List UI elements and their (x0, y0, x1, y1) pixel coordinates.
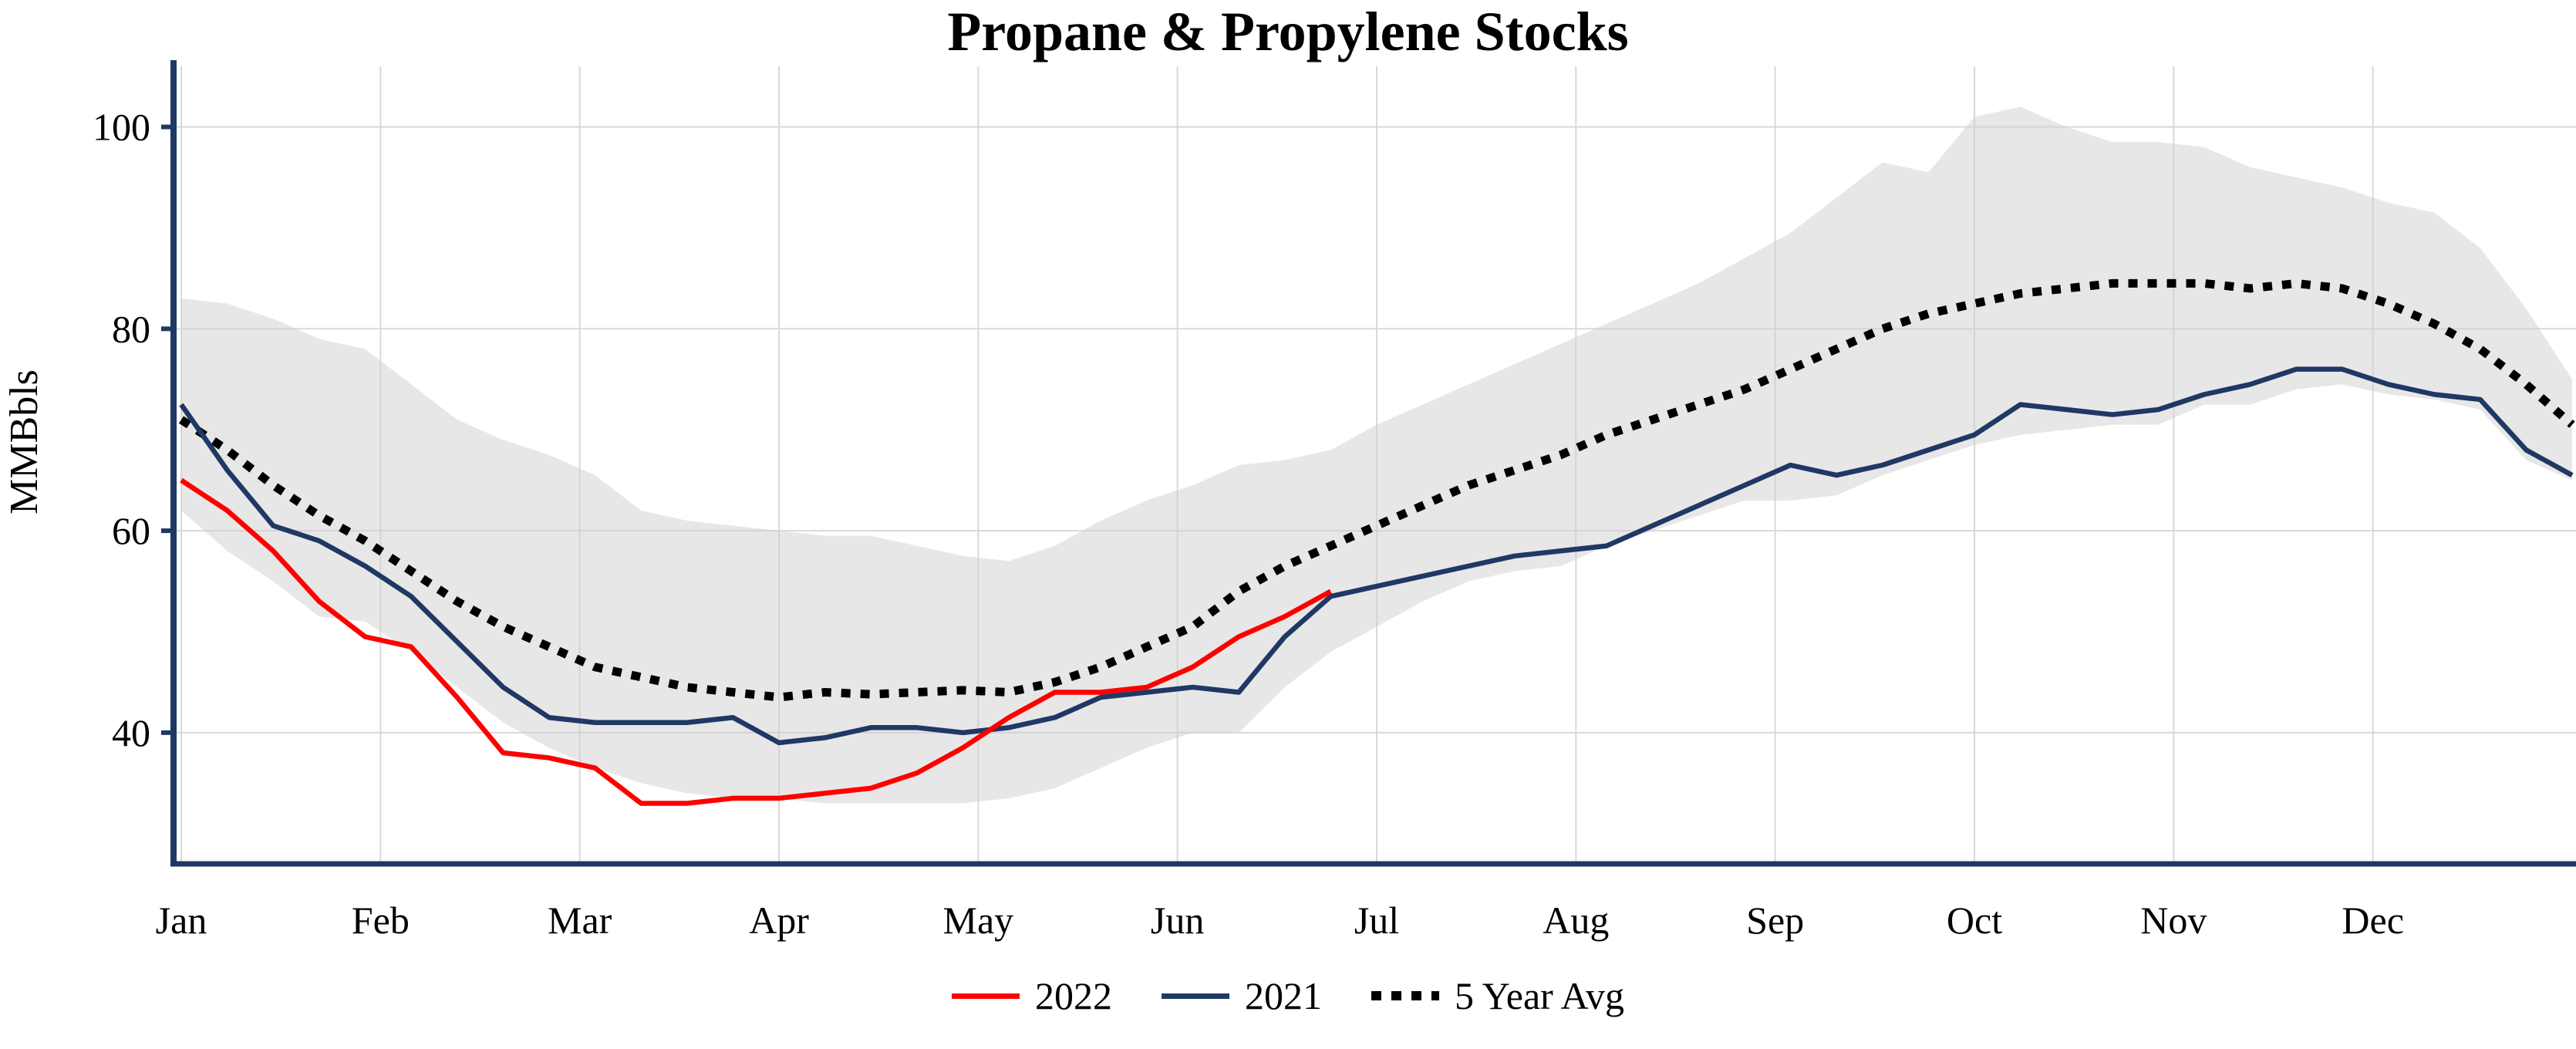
legend-label-5yr-avg: 5 Year Avg (1455, 974, 1624, 1017)
svg-text:Nov: Nov (2140, 899, 2207, 942)
svg-text:Jan: Jan (156, 899, 207, 942)
chart-title: Propane & Propylene Stocks (947, 1, 1629, 62)
svg-text:Dec: Dec (2342, 899, 2404, 942)
svg-text:Jul: Jul (1354, 899, 1399, 942)
svg-text:Jun: Jun (1151, 899, 1204, 942)
svg-text:MMBbls: MMBbls (2, 369, 46, 514)
dotted-line-swatch-icon (1371, 991, 1440, 1000)
svg-text:Sep: Sep (1746, 899, 1804, 942)
svg-text:100: 100 (93, 106, 150, 149)
svg-text:80: 80 (112, 307, 150, 350)
navy-line-swatch-icon (1162, 993, 1230, 999)
svg-text:May: May (943, 899, 1014, 942)
legend: 2022 2021 5 Year Avg (952, 973, 1624, 1018)
svg-text:60: 60 (112, 509, 150, 552)
legend-label-2022: 2022 (1035, 974, 1113, 1017)
svg-text:Mar: Mar (548, 899, 612, 942)
svg-text:Apr: Apr (749, 899, 809, 942)
legend-item-2022: 2022 (952, 973, 1112, 1018)
svg-text:Aug: Aug (1543, 899, 1609, 942)
legend-item-2021: 2021 (1162, 973, 1322, 1018)
svg-text:40: 40 (112, 711, 150, 754)
legend-label-2021: 2021 (1245, 974, 1323, 1017)
svg-text:Oct: Oct (1947, 899, 2002, 942)
svg-text:Feb: Feb (352, 899, 410, 942)
legend-item-5yr-avg: 5 Year Avg (1371, 973, 1624, 1018)
red-line-swatch-icon (952, 993, 1020, 999)
